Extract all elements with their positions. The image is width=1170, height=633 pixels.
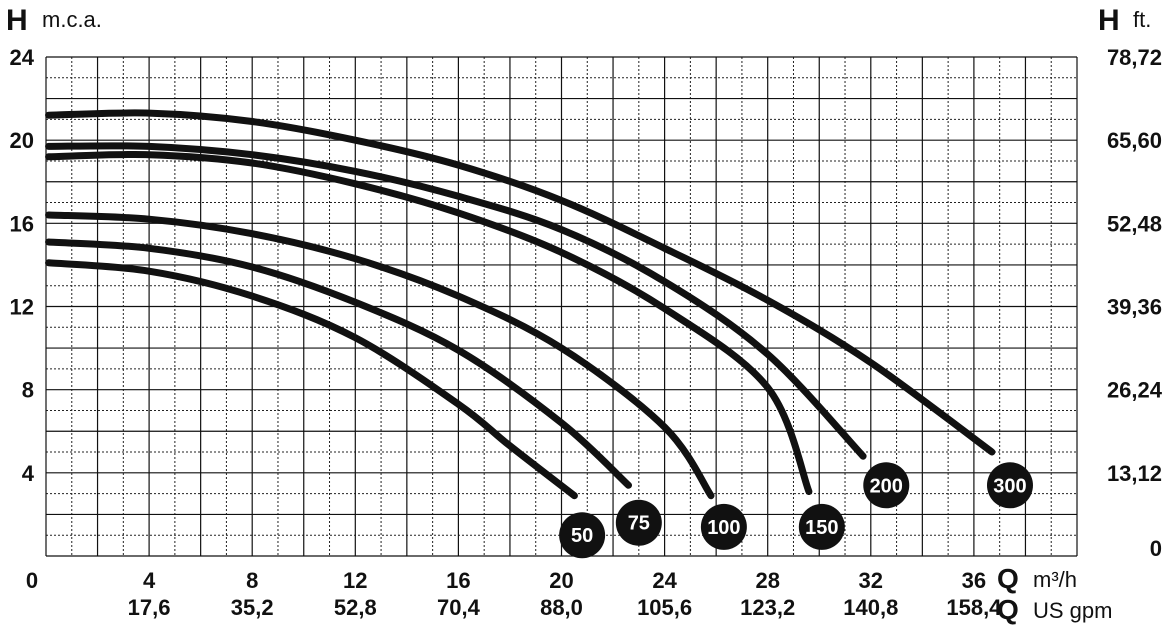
grid [45,56,1078,557]
series-line-300 [45,109,996,456]
x-gpm-tick-label: 52,8 [334,595,377,620]
x-unit-2: US gpm [1033,598,1112,623]
series-badge-label: 50 [571,525,593,547]
y-left-unit: m.c.a. [42,7,102,32]
y-right-tick-label: 78,72 [1107,45,1162,70]
x-gpm-tick-label: 140,8 [843,595,898,620]
series-badge-label: 150 [805,517,838,539]
y-left-tick-label: 16 [10,211,34,236]
x-tick-label: 16 [446,568,470,593]
axes: H m.c.a. H ft. Q m³/h Q US gpm 4 8 12 16 20 2… [6,4,1163,625]
x-tick-label: 20 [549,568,573,593]
x-unit-1: m³/h [1033,567,1077,592]
y-right-tick-label: 65,60 [1107,128,1162,153]
x-tick-label: 28 [755,568,779,593]
series-line-150 [45,150,813,495]
x-gpm-tick-label: 105,6 [637,595,692,620]
series-badge-75 [615,499,662,546]
y-right-tick-label: 39,36 [1107,295,1162,320]
y-right-tick-label: 52,48 [1107,211,1162,236]
series-badge-100 [700,503,747,550]
x-tick-label: 8 [246,568,258,593]
y-right-unit: ft. [1133,7,1151,32]
y-left-tick-label: 20 [10,128,34,153]
x-gpm-tick-label: 158,4 [946,595,1002,620]
x-tick-label: 12 [343,568,367,593]
x-gpm-tick-label: 35,2 [231,595,274,620]
x-letter-1: Q [997,563,1019,594]
x-gpm-tick-label: 123,2 [740,595,795,620]
series-line-50 [45,259,578,500]
series-line-75 [45,238,632,489]
x-tick-label: 4 [143,568,156,593]
x-tick-label: 32 [859,568,883,593]
x-tick-label: 0 [26,568,38,593]
x-letter-2: Q [997,594,1019,625]
y-right-letter: H [1098,4,1120,37]
y-left-letter: H [6,4,28,37]
series-badge-label: 75 [628,513,650,535]
curves [45,109,996,500]
y-right-tick-label: 13,12 [1107,461,1162,486]
series-badge-150 [798,503,845,550]
x-tick-label: 36 [962,568,986,593]
series-badge-label: 200 [870,475,903,497]
series-badge-50 [559,512,606,559]
x-gpm-tick-label: 88,0 [540,595,583,620]
y-left-tick-label: 8 [22,378,34,403]
y-right-tick-label: 0 [1150,536,1162,561]
x-gpm-tick-label: 17,6 [128,595,171,620]
y-left-tick-label: 12 [10,295,34,320]
y-right-tick-label: 26,24 [1107,378,1163,403]
series-badge-300 [986,462,1033,509]
x-tick-label: 24 [652,568,677,593]
series-badge-200 [863,462,910,509]
series-badge-label: 300 [993,475,1026,497]
series-badge-label: 100 [707,517,740,539]
y-left-tick-label: 4 [22,461,35,486]
series-line-100 [45,211,715,500]
x-gpm-tick-label: 70,4 [437,595,481,620]
y-left-tick-label: 24 [10,45,35,70]
series-line-200 [45,142,867,460]
curve-labels: 50 75 100 150 200 300 [559,462,1033,559]
